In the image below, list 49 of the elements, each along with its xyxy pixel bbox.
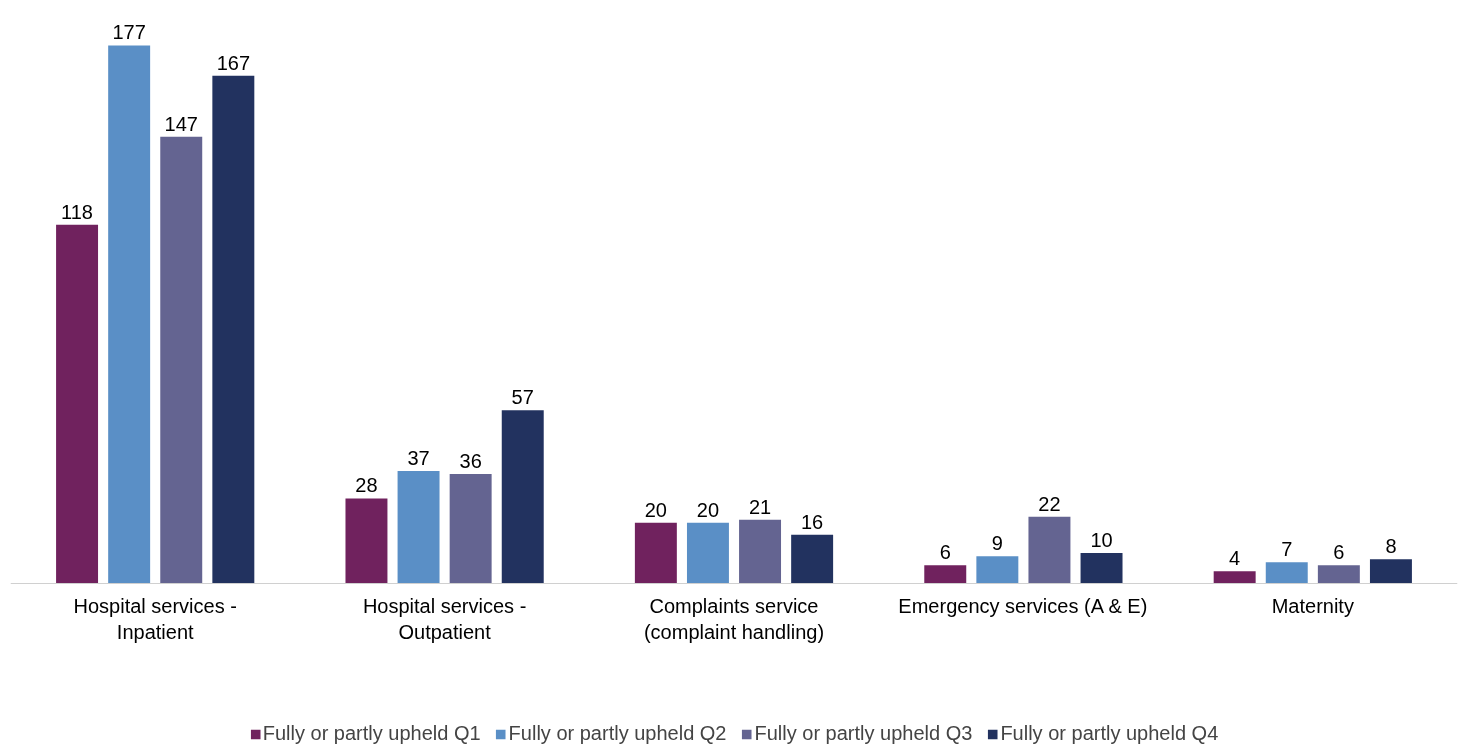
bar: [212, 75, 255, 584]
data-label: 7: [1281, 538, 1293, 561]
data-label: 20: [696, 498, 720, 521]
bar: [345, 498, 388, 584]
data-label: 36: [459, 450, 482, 473]
bar: [739, 519, 782, 584]
bar: [108, 45, 151, 584]
data-label: 22: [1038, 492, 1061, 515]
legend-label: Fully or partly upheld Q1: [262, 722, 481, 745]
bar: [1369, 559, 1412, 584]
data-label: 177: [112, 21, 146, 44]
bar: [791, 534, 834, 584]
data-label: 20: [644, 498, 667, 521]
bar: [397, 471, 440, 584]
bar: [686, 522, 729, 584]
data-label: 6: [1333, 541, 1345, 564]
data-label: 57: [511, 386, 534, 409]
data-label: 4: [1229, 547, 1241, 570]
x-tick-label: Hospital services - Inpatient: [73, 594, 237, 643]
legend-label: Fully or partly upheld Q4: [1000, 722, 1219, 745]
data-label: 6: [939, 541, 951, 564]
bar: [1213, 571, 1256, 584]
x-tick-label: Maternity: [1271, 594, 1354, 617]
data-label: 147: [164, 112, 198, 135]
bar: [976, 556, 1019, 584]
bar: [634, 522, 677, 584]
data-label: 118: [61, 200, 94, 223]
data-label: 9: [991, 532, 1003, 555]
x-tick-label: Complaints service (complaint handling): [643, 594, 825, 643]
data-label: 16: [801, 510, 824, 533]
bar: [56, 224, 99, 584]
data-label: 167: [216, 51, 251, 74]
data-label: 28: [355, 474, 378, 497]
bar: [1028, 516, 1071, 584]
bar: [1317, 565, 1360, 584]
x-tick-label: Hospital services - Outpatient: [362, 594, 527, 643]
data-label: 21: [748, 495, 772, 518]
data-label: 37: [407, 447, 430, 470]
bar: [1080, 553, 1123, 584]
legend-label: Fully or partly upheld Q2: [508, 722, 727, 745]
bar: [160, 136, 203, 584]
data-label: 8: [1385, 535, 1397, 558]
data-label: 10: [1090, 529, 1113, 552]
bar: [449, 474, 492, 584]
x-tick-label: Emergency services (A & E): [898, 594, 1148, 617]
legend-label: Fully or partly upheld Q3: [754, 722, 973, 745]
bar: [924, 565, 967, 584]
bar: [1265, 562, 1308, 584]
bar: [501, 410, 544, 584]
